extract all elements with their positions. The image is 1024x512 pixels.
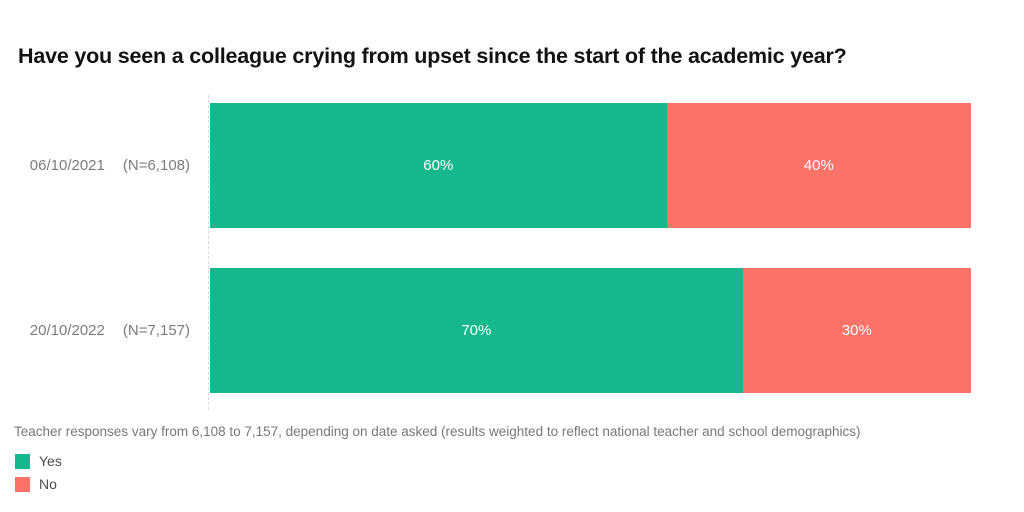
segment-value-label: 30% bbox=[841, 322, 872, 339]
bar-row-2021: 06/10/2021 (N=6,108) 60% 40% bbox=[0, 103, 1024, 228]
axis-baseline-dashed bbox=[208, 95, 209, 410]
row-label-2022: 20/10/2022 (N=7,157) bbox=[0, 268, 190, 393]
bar-segment-no-2021: 40% bbox=[666, 103, 971, 228]
bar-segment-yes-2022: 70% bbox=[210, 268, 743, 393]
row-date-label: 20/10/2022 bbox=[29, 322, 105, 339]
row-sample-size-label: (N=7,157) bbox=[122, 322, 190, 339]
legend-label-no: No bbox=[39, 476, 57, 492]
bar-segment-no-2022: 30% bbox=[742, 268, 971, 393]
chart-title: Have you seen a colleague crying from up… bbox=[18, 44, 847, 68]
stacked-bar-2021: 60% 40% bbox=[210, 103, 971, 228]
row-sample-size-label: (N=6,108) bbox=[122, 157, 190, 174]
footnote: Teacher responses vary from 6,108 to 7,1… bbox=[14, 424, 861, 439]
legend-swatch-yes bbox=[15, 453, 30, 469]
legend-item-yes: Yes bbox=[15, 453, 62, 469]
segment-value-label: 60% bbox=[423, 157, 454, 174]
segment-value-label: 40% bbox=[803, 157, 834, 174]
legend-swatch-no bbox=[15, 476, 30, 492]
stacked-bar-2022: 70% 30% bbox=[210, 268, 971, 393]
bar-segment-yes-2021: 60% bbox=[210, 103, 667, 228]
row-label-2021: 06/10/2021 (N=6,108) bbox=[0, 103, 190, 228]
bar-row-2022: 20/10/2022 (N=7,157) 70% 30% bbox=[0, 268, 1024, 393]
legend: Yes No bbox=[15, 453, 62, 492]
legend-label-yes: Yes bbox=[39, 453, 62, 469]
row-date-label: 06/10/2021 bbox=[29, 157, 105, 174]
segment-value-label: 70% bbox=[461, 322, 492, 339]
legend-item-no: No bbox=[15, 476, 62, 492]
